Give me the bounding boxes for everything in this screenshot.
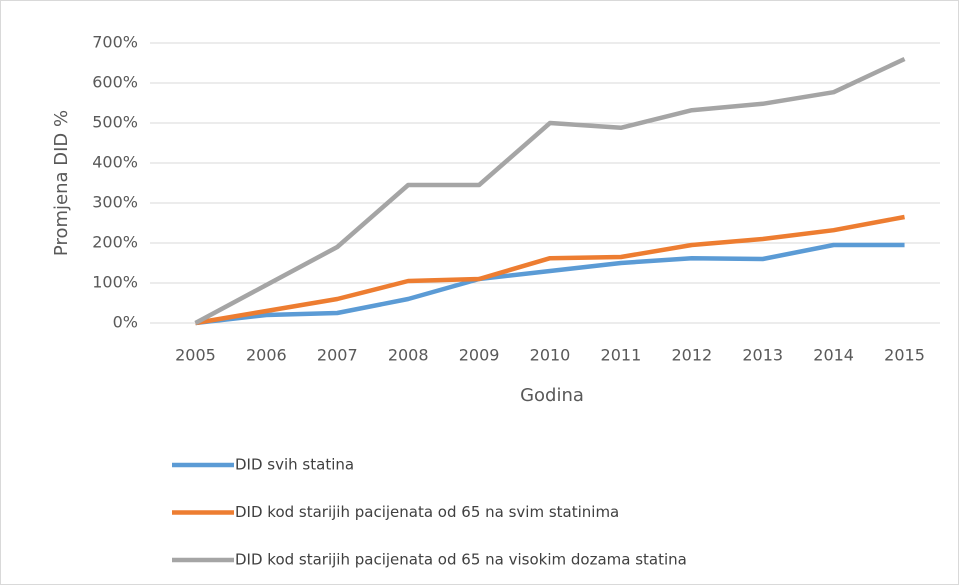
y-tick-label: 500% (92, 113, 138, 132)
legend-label: DID svih statina (235, 456, 354, 474)
x-tick-label: 2012 (671, 346, 712, 365)
x-tick-label: 2008 (388, 346, 429, 365)
x-tick-label: 2007 (317, 346, 358, 365)
x-tick-label: 2005 (175, 346, 216, 365)
y-tick-label: 700% (92, 33, 138, 52)
x-tick-label: 2010 (530, 346, 571, 365)
x-tick-label: 2015 (884, 346, 925, 365)
series-line (194, 56, 906, 325)
x-tick-label: 2011 (601, 346, 642, 365)
x-axis-label: Godina (520, 385, 584, 406)
legend-label: DID kod starijih pacijenata od 65 na svi… (235, 503, 619, 521)
y-tick-label: 200% (92, 233, 138, 252)
y-tick-label: 300% (92, 193, 138, 212)
legend-label: DID kod starijih pacijenata od 65 na vis… (235, 551, 687, 569)
y-axis-label: Promjena DID % (51, 110, 72, 256)
series-line (195, 242, 905, 326)
y-tick-label: 600% (92, 73, 138, 92)
x-tick-label: 2006 (246, 346, 287, 365)
y-tick-label: 0% (113, 313, 138, 332)
x-tick-label: 2013 (742, 346, 783, 365)
y-tick-label: 400% (92, 153, 138, 172)
series-line (195, 214, 905, 326)
y-tick-label: 100% (92, 273, 138, 292)
x-tick-label: 2009 (459, 346, 500, 365)
x-tick-label: 2014 (813, 346, 854, 365)
